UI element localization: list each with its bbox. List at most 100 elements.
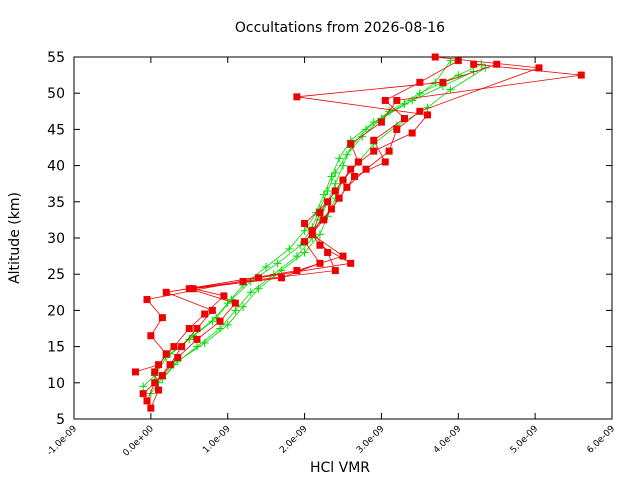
data-point — [335, 154, 344, 163]
data-point — [254, 274, 262, 282]
data-point — [408, 129, 416, 137]
x-tick-label: 5.0e-09 — [509, 424, 541, 456]
data-point — [316, 241, 324, 249]
data-point — [370, 136, 378, 144]
x-tick-label: 1.0e-09 — [201, 424, 233, 456]
data-point — [416, 78, 424, 86]
data-point — [385, 147, 393, 155]
data-point — [351, 172, 359, 180]
data-point — [354, 158, 362, 166]
data-point — [400, 115, 408, 123]
data-point — [151, 368, 159, 376]
data-point — [431, 53, 439, 61]
y-tick-label: 20 — [47, 303, 65, 319]
data-layer — [131, 53, 585, 412]
data-point — [470, 60, 478, 68]
data-point — [446, 56, 455, 65]
data-point — [223, 320, 232, 329]
data-point — [308, 227, 316, 235]
data-point — [431, 78, 440, 87]
data-point — [155, 361, 163, 369]
data-point — [246, 288, 255, 297]
data-point — [323, 186, 332, 195]
data-point — [362, 165, 370, 173]
data-point — [335, 194, 343, 202]
data-point — [231, 299, 239, 307]
data-point — [469, 67, 478, 76]
data-point — [158, 314, 166, 322]
plot-frame — [73, 56, 613, 420]
x-tick-label: 3.0e-09 — [355, 424, 387, 456]
tick-layer: 5 10 15 20 25 30 35 40 45 50 55 -1.0e-09 0.0e+00 1.0e… — [45, 50, 617, 459]
data-point — [216, 317, 224, 325]
data-point — [331, 168, 340, 177]
y-tick-label: 50 — [47, 86, 65, 102]
data-point — [416, 107, 424, 115]
data-point — [408, 96, 417, 105]
data-point — [301, 220, 309, 228]
chart-title: Occultations from 2026-08-16 — [235, 20, 445, 36]
data-point — [331, 179, 340, 188]
data-point — [300, 226, 309, 235]
data-point — [381, 158, 389, 166]
data-point — [415, 89, 424, 98]
data-point — [139, 382, 148, 391]
profile-line — [162, 67, 486, 380]
data-point — [139, 390, 147, 398]
data-point — [185, 285, 193, 293]
plot-border — [73, 56, 613, 420]
data-point — [201, 310, 209, 318]
y-tick-label: 15 — [47, 340, 65, 356]
data-point — [319, 190, 328, 199]
data-point — [262, 262, 271, 271]
data-point — [193, 325, 201, 332]
profile-line — [146, 63, 497, 402]
data-point — [185, 325, 193, 332]
y-tick-label: 55 — [47, 50, 65, 66]
x-axis-label: HCl VMR — [310, 460, 370, 476]
data-point — [320, 216, 328, 224]
data-point — [316, 209, 324, 217]
data-point — [347, 140, 355, 148]
data-point — [143, 397, 151, 405]
series-plus — [139, 56, 490, 398]
data-point — [439, 78, 447, 86]
data-point — [189, 285, 197, 293]
data-point — [273, 259, 282, 268]
data-point — [162, 350, 170, 358]
data-point — [239, 302, 248, 311]
data-point — [301, 238, 309, 246]
data-point — [362, 125, 371, 134]
data-point — [166, 361, 174, 369]
data-point — [331, 187, 339, 195]
series-square — [131, 53, 585, 412]
data-point — [174, 353, 182, 361]
data-point — [254, 284, 263, 293]
y-tick-label: 30 — [47, 231, 65, 247]
data-point — [296, 241, 305, 250]
data-point — [577, 71, 585, 79]
data-point — [358, 132, 367, 141]
data-point — [158, 372, 166, 380]
data-point — [147, 404, 155, 412]
data-point — [220, 292, 228, 300]
data-point — [424, 111, 432, 119]
data-point — [155, 386, 163, 394]
data-point — [285, 244, 294, 253]
y-axis-label: Altitude (km) — [7, 192, 23, 284]
data-point — [347, 259, 355, 267]
y-tick-label: 10 — [47, 376, 65, 392]
data-point — [293, 267, 301, 275]
data-point — [231, 306, 240, 315]
y-tick-label: 5 — [56, 412, 65, 428]
data-point — [327, 172, 336, 181]
data-point — [162, 288, 170, 296]
data-point — [347, 165, 355, 173]
data-point — [131, 368, 139, 376]
data-point — [369, 118, 378, 127]
data-point — [208, 317, 217, 326]
data-point — [493, 60, 501, 68]
data-point — [212, 313, 221, 322]
data-point — [308, 230, 316, 238]
